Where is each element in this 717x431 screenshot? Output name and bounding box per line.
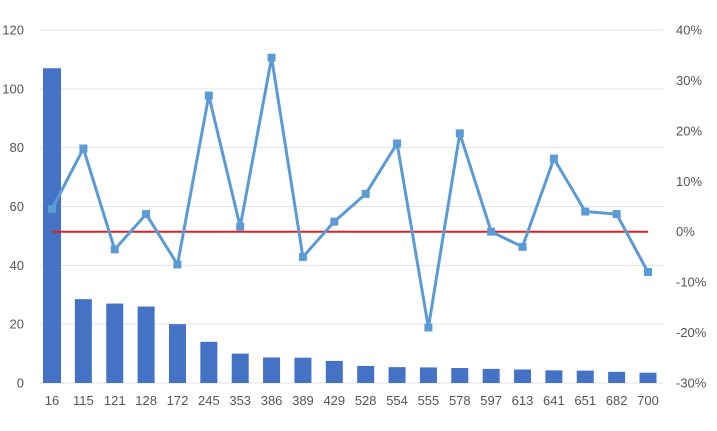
- line-point-marker: [424, 323, 433, 332]
- right-y-tick-label: 20%: [676, 123, 702, 138]
- x-tick-label: 700: [637, 393, 659, 408]
- line-point-marker: [204, 91, 213, 100]
- bar: [137, 306, 155, 383]
- bar: [608, 371, 626, 383]
- left-y-tick-label: 100: [2, 81, 24, 96]
- x-tick-label: 353: [229, 393, 251, 408]
- x-tick-label: 554: [386, 393, 408, 408]
- bar-series: [43, 68, 657, 383]
- right-y-tick-label: 40%: [676, 23, 702, 38]
- line-point-marker: [110, 245, 119, 254]
- x-tick-label: 172: [167, 393, 189, 408]
- x-tick-label: 578: [449, 393, 471, 408]
- x-tick-label: 641: [543, 393, 565, 408]
- line-point-marker: [236, 222, 245, 231]
- x-tick-label: 555: [418, 393, 440, 408]
- bar: [639, 372, 657, 383]
- line-point-marker: [267, 53, 276, 62]
- right-y-tick-label: 10%: [676, 174, 702, 189]
- bar: [200, 341, 218, 383]
- left-y-tick-label: 40: [10, 258, 24, 273]
- x-tick-label: 528: [355, 393, 377, 408]
- x-tick-label: 245: [198, 393, 220, 408]
- line-point-marker: [612, 210, 621, 219]
- x-tick-label: 121: [104, 393, 126, 408]
- right-y-tick-label: -20%: [676, 325, 707, 340]
- right-y-tick-label: -30%: [676, 376, 707, 391]
- bar: [43, 68, 61, 383]
- x-tick-label: 651: [574, 393, 596, 408]
- x-tick-label: 682: [606, 393, 628, 408]
- line-point-marker: [549, 154, 558, 163]
- bar: [231, 353, 249, 383]
- right-y-tick-label: 30%: [676, 73, 702, 88]
- left-y-axis: 0 20 40 60 80 100 120: [2, 23, 24, 391]
- bar: [482, 368, 500, 383]
- bar: [419, 367, 437, 383]
- x-tick-label: 128: [135, 393, 157, 408]
- line-point-marker: [142, 210, 151, 219]
- x-tick-label: 16: [45, 393, 59, 408]
- bar: [388, 367, 406, 383]
- bar: [74, 299, 92, 383]
- left-y-tick-label: 20: [10, 317, 24, 332]
- x-tick-label: 597: [480, 393, 502, 408]
- line-point-marker: [173, 260, 182, 269]
- line-point-marker: [393, 139, 402, 148]
- bar: [451, 367, 469, 383]
- line-point-marker: [298, 252, 307, 261]
- line-point-marker: [518, 242, 527, 251]
- bar: [576, 370, 594, 383]
- bar: [106, 303, 124, 383]
- line-point-marker: [644, 268, 652, 277]
- x-tick-label: 386: [261, 393, 283, 408]
- bar: [325, 360, 343, 383]
- line-point-marker: [361, 189, 370, 198]
- x-axis: 16 115 121 128 172 245 353 386 389 429 528 554 555 57…: [45, 393, 659, 408]
- right-y-tick-label: -10%: [676, 275, 707, 290]
- x-tick-label: 613: [512, 393, 534, 408]
- left-y-tick-label: 60: [10, 199, 24, 214]
- bar: [294, 357, 312, 383]
- line-point-marker: [79, 144, 88, 153]
- line-point-marker: [330, 217, 339, 226]
- bar: [514, 369, 532, 383]
- right-y-axis: -30% -20% -10% 0% 10% 20% 30% 40%: [676, 23, 707, 391]
- line-point-marker: [487, 227, 496, 236]
- left-y-tick-label: 120: [2, 23, 24, 38]
- bar: [263, 357, 281, 383]
- x-tick-label: 389: [292, 393, 314, 408]
- line-point-marker: [455, 129, 464, 138]
- line-series: [48, 53, 652, 332]
- x-tick-label: 115: [73, 393, 94, 408]
- x-tick-label: 429: [323, 393, 345, 408]
- bar: [545, 370, 563, 383]
- left-y-tick-label: 80: [10, 140, 24, 155]
- bar: [168, 324, 186, 383]
- line-point-marker: [48, 205, 56, 214]
- line-series-path: [50, 56, 650, 329]
- left-y-tick-label: 0: [17, 376, 24, 391]
- line-point-marker: [581, 207, 590, 216]
- bar: [357, 365, 375, 383]
- right-y-tick-label: 0%: [676, 224, 695, 239]
